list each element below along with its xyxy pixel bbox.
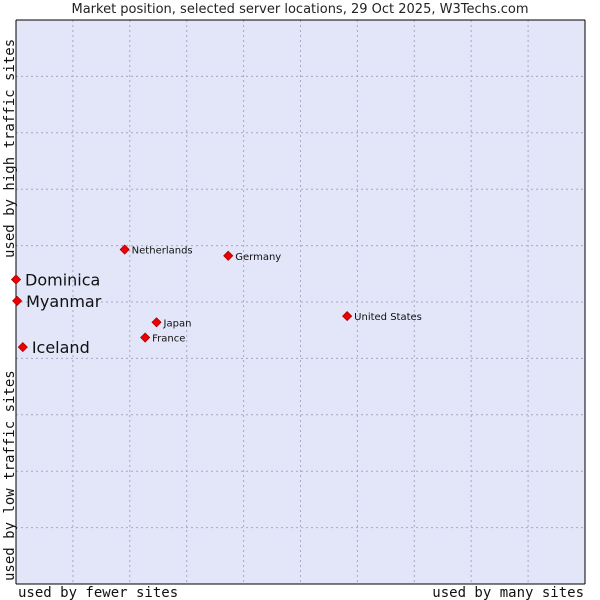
- data-point: Germany: [223, 250, 281, 263]
- x-axis-label-many: used by many sites: [432, 585, 584, 600]
- point-marker: [342, 311, 353, 322]
- data-points: Netherlands Germany Dominica Myanmar United …: [10, 244, 422, 357]
- point-marker: [223, 250, 234, 261]
- y-axis-label-high: used by high traffic sites: [2, 39, 18, 258]
- point-label: Myanmar: [26, 292, 102, 311]
- point-label: Netherlands: [132, 246, 193, 257]
- point-label: Germany: [235, 252, 281, 263]
- grid-lines: [16, 20, 585, 584]
- data-point: France: [140, 332, 185, 345]
- data-point: United States: [342, 311, 422, 323]
- point-label: United States: [354, 312, 422, 323]
- point-marker: [151, 317, 162, 328]
- point-marker: [10, 274, 22, 285]
- point-label: Dominica: [25, 270, 100, 289]
- data-point: Myanmar: [12, 292, 102, 311]
- data-point: Netherlands: [119, 244, 193, 257]
- chart-title: Market position, selected server locatio…: [71, 2, 529, 17]
- data-point: Iceland: [17, 338, 90, 357]
- point-label: Iceland: [32, 338, 90, 357]
- x-axis-label-fewer: used by fewer sites: [18, 585, 178, 600]
- point-marker: [12, 295, 23, 306]
- data-point: Japan: [151, 317, 192, 329]
- point-marker: [119, 244, 130, 255]
- point-marker: [17, 342, 28, 353]
- point-label: Japan: [163, 318, 192, 329]
- y-axis-label-low: used by low traffic sites: [2, 370, 18, 581]
- point-label: France: [152, 334, 185, 345]
- data-point: Dominica: [10, 270, 100, 289]
- point-marker: [140, 332, 151, 343]
